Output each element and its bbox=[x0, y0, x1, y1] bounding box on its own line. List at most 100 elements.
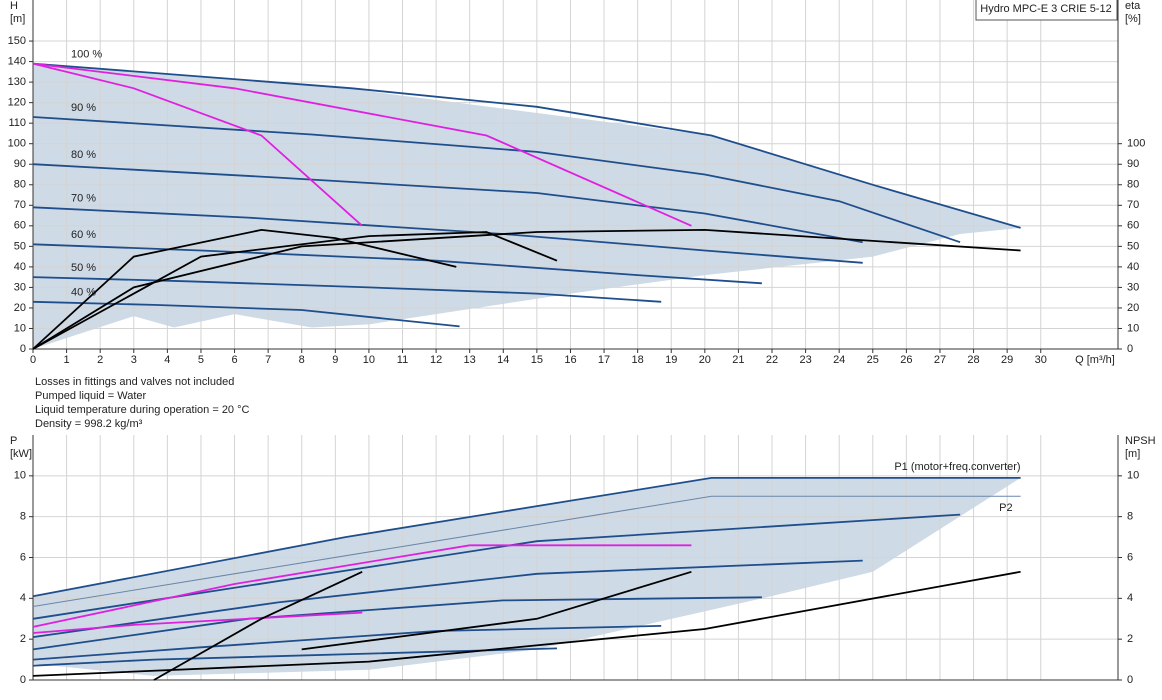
curve-label: P1 (motor+freq.converter) bbox=[894, 461, 1020, 473]
x-tick-label: 21 bbox=[732, 354, 744, 366]
x-tick-label: 28 bbox=[967, 354, 979, 366]
curve-label: 90 % bbox=[71, 102, 96, 114]
curve bbox=[32, 228, 1021, 350]
y2-tick-label: 50 bbox=[1127, 240, 1139, 252]
y-axis-label: H bbox=[10, 0, 18, 12]
curve bbox=[32, 300, 460, 328]
y-tick-label: 4 bbox=[20, 592, 26, 604]
x-tick-label: 11 bbox=[397, 354, 408, 366]
x-tick-label: 17 bbox=[598, 354, 610, 366]
y-tick-label: 130 bbox=[8, 76, 26, 88]
curve bbox=[301, 570, 692, 651]
y-tick-label: 50 bbox=[14, 240, 26, 252]
y-tick-label: 2 bbox=[20, 633, 26, 645]
note: Losses in fittings and valves not includ… bbox=[35, 376, 234, 388]
y2-axis-unit: [m] bbox=[1125, 448, 1140, 460]
y2-tick-label: 60 bbox=[1127, 220, 1139, 232]
y-tick-label: 110 bbox=[8, 117, 26, 129]
note: Density = 998.2 kg/m³ bbox=[35, 418, 143, 430]
x-tick-label: 12 bbox=[430, 354, 442, 366]
y-tick-label: 10 bbox=[14, 470, 26, 482]
y2-tick-label: 100 bbox=[1127, 138, 1145, 150]
curve-label: 60 % bbox=[71, 229, 96, 241]
y2-axis-label: NPSH bbox=[1125, 435, 1156, 447]
y-tick-label: 10 bbox=[14, 322, 26, 334]
x-tick-label: 16 bbox=[564, 354, 576, 366]
note: Liquid temperature during operation = 20… bbox=[35, 404, 250, 416]
y2-tick-label: 10 bbox=[1127, 322, 1139, 334]
x-tick-label: 0 bbox=[30, 354, 36, 366]
y2-tick-label: 20 bbox=[1127, 302, 1139, 314]
y-tick-label: 60 bbox=[14, 220, 26, 232]
curve bbox=[32, 625, 662, 661]
y-tick-label: 0 bbox=[20, 674, 26, 686]
curve-label: 40 % bbox=[71, 287, 96, 299]
y2-tick-label: 10 bbox=[1127, 470, 1139, 482]
x-tick-label: 29 bbox=[1001, 354, 1013, 366]
y2-tick-label: 70 bbox=[1127, 199, 1139, 211]
x-tick-label: 10 bbox=[363, 354, 375, 366]
curve bbox=[32, 62, 692, 227]
y-axis-unit: [kW] bbox=[10, 448, 32, 460]
y-tick-label: 30 bbox=[14, 281, 26, 293]
curve bbox=[32, 116, 961, 244]
curve bbox=[32, 559, 863, 638]
curve bbox=[32, 647, 558, 667]
curve-label: P2 bbox=[999, 502, 1012, 514]
chart-title: Hydro MPC-E 3 CRIE 5-12 bbox=[980, 3, 1111, 15]
y-tick-label: 80 bbox=[14, 179, 26, 191]
y-tick-label: 100 bbox=[8, 138, 26, 150]
y-tick-label: 0 bbox=[20, 343, 26, 355]
x-tick-label: 20 bbox=[699, 354, 711, 366]
x-tick-label: 13 bbox=[464, 354, 476, 366]
y-tick-label: 150 bbox=[8, 35, 26, 47]
y-axis-unit: [m] bbox=[10, 13, 25, 25]
curve bbox=[32, 231, 558, 350]
x-tick-label: 7 bbox=[265, 354, 271, 366]
x-tick-label: 18 bbox=[632, 354, 644, 366]
curve-label: 70 % bbox=[71, 192, 96, 204]
x-tick-label: 15 bbox=[531, 354, 543, 366]
x-tick-label: 26 bbox=[900, 354, 912, 366]
curve bbox=[32, 544, 692, 628]
operating-range bbox=[33, 477, 1021, 676]
y2-tick-label: 4 bbox=[1127, 592, 1133, 604]
curve bbox=[153, 570, 363, 681]
x-tick-label: 2 bbox=[97, 354, 103, 366]
x-tick-label: 9 bbox=[332, 354, 338, 366]
x-tick-label: 5 bbox=[198, 354, 204, 366]
operating-range bbox=[33, 63, 1021, 350]
curve bbox=[32, 495, 1021, 607]
curve bbox=[32, 228, 457, 350]
x-tick-label: 25 bbox=[867, 354, 879, 366]
y-tick-label: 20 bbox=[14, 302, 26, 314]
y-tick-label: 120 bbox=[8, 97, 26, 109]
x-tick-label: 24 bbox=[833, 354, 845, 366]
curve bbox=[32, 62, 363, 227]
curve bbox=[32, 62, 1021, 229]
x-tick-label: 1 bbox=[64, 354, 70, 366]
x-tick-label: 6 bbox=[231, 354, 237, 366]
y2-tick-label: 40 bbox=[1127, 261, 1139, 273]
curve bbox=[32, 243, 762, 285]
y2-tick-label: 30 bbox=[1127, 281, 1139, 293]
x-tick-label: 23 bbox=[799, 354, 811, 366]
y2-tick-label: 0 bbox=[1127, 343, 1133, 355]
y-tick-label: 6 bbox=[20, 551, 26, 563]
curve bbox=[32, 611, 363, 634]
y-tick-label: 8 bbox=[20, 511, 26, 523]
y2-tick-label: 0 bbox=[1127, 674, 1133, 686]
y2-tick-label: 80 bbox=[1127, 179, 1139, 191]
curve bbox=[32, 163, 863, 244]
y2-tick-label: 2 bbox=[1127, 633, 1133, 645]
curve bbox=[32, 570, 1021, 677]
curve-label: 50 % bbox=[71, 262, 96, 274]
y-tick-label: 140 bbox=[8, 55, 26, 67]
x-axis-label: Q [m³/h] bbox=[1075, 354, 1115, 366]
curve-label: 80 % bbox=[71, 149, 96, 161]
x-tick-label: 3 bbox=[131, 354, 137, 366]
curve bbox=[32, 276, 662, 303]
x-tick-label: 4 bbox=[164, 354, 170, 366]
y-tick-label: 90 bbox=[14, 158, 26, 170]
